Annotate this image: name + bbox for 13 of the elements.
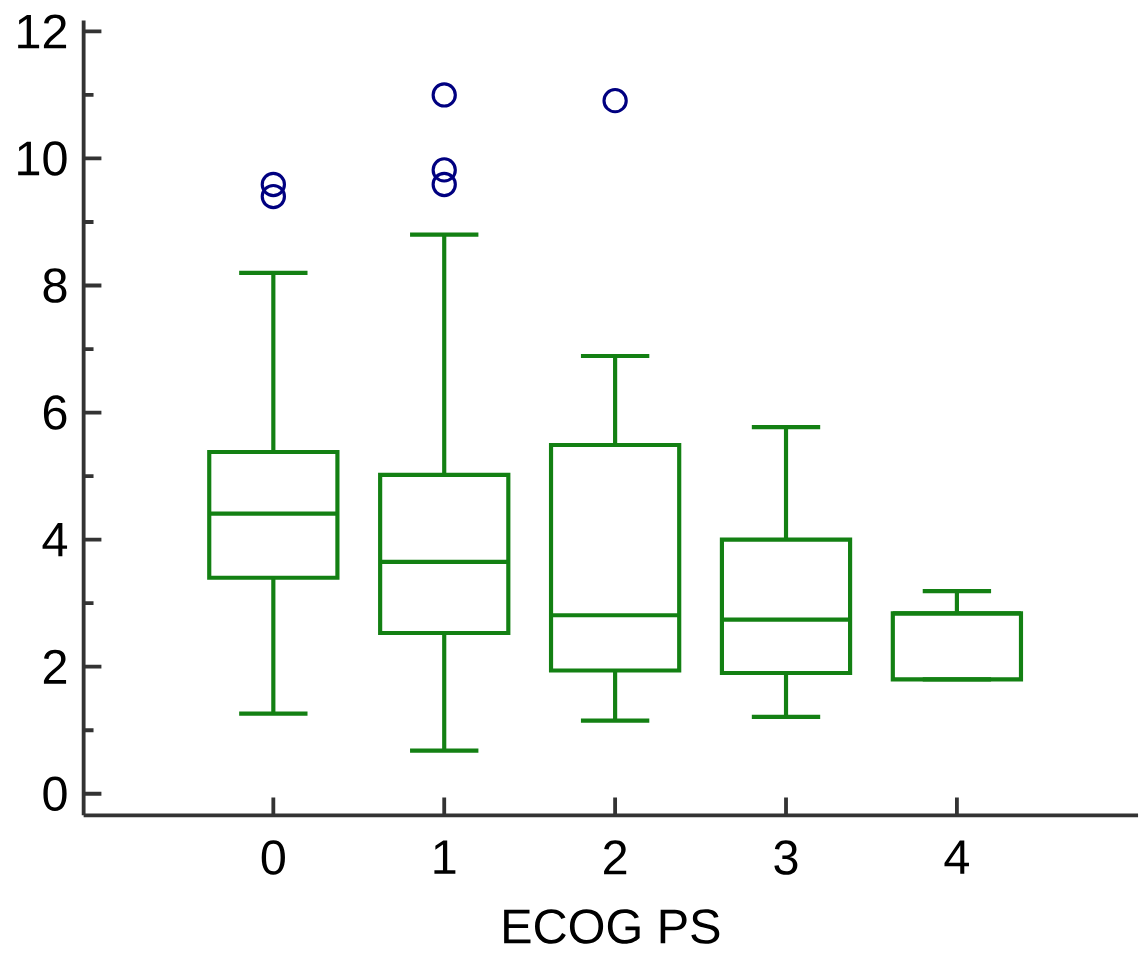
x-axis-title: ECOG PS (504, 909, 720, 944)
y-tick-label: 10 (18, 141, 67, 176)
y-tick-label: 6 (43, 395, 67, 430)
y-tick-label: 4 (42, 522, 68, 557)
y-tick-label: 12 (18, 14, 67, 49)
y-tick-label: 0 (43, 776, 67, 811)
x-tick-label: 4 (944, 840, 969, 874)
x-tick-label: 0 (261, 840, 285, 875)
y-tick-label: 2 (43, 649, 67, 684)
y-tick-label: 8 (43, 268, 67, 303)
x-tick-label: 2 (604, 840, 627, 875)
x-tick-label: 3 (774, 840, 798, 875)
x-tick-label: 1 (434, 840, 456, 874)
